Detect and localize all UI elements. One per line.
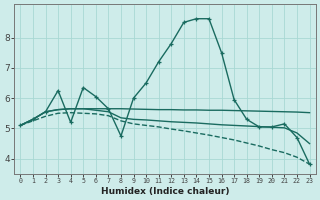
X-axis label: Humidex (Indice chaleur): Humidex (Indice chaleur) [101, 187, 229, 196]
